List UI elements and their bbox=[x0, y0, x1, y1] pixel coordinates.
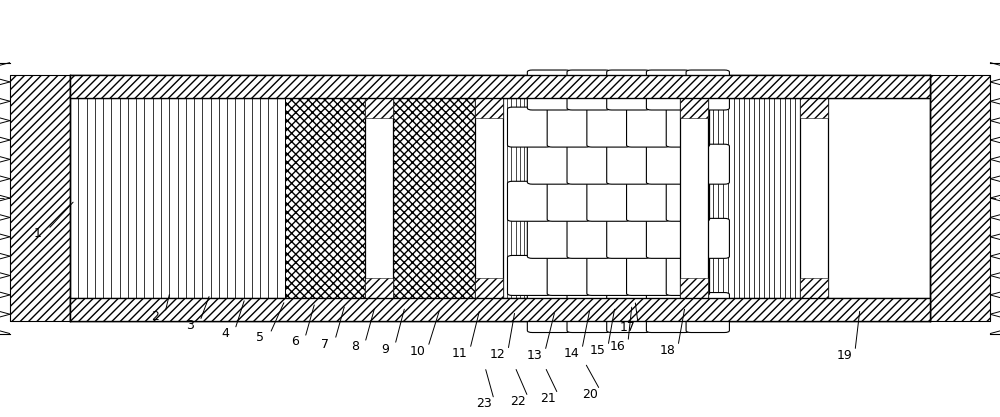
FancyBboxPatch shape bbox=[567, 144, 610, 184]
Text: 10: 10 bbox=[410, 344, 426, 358]
Bar bbox=[70, 298, 930, 321]
Text: 9: 9 bbox=[381, 342, 389, 356]
Bar bbox=[930, 75, 990, 321]
FancyBboxPatch shape bbox=[627, 256, 670, 295]
FancyBboxPatch shape bbox=[607, 219, 650, 259]
Bar bbox=[828, 98, 930, 298]
Bar bbox=[475, 278, 503, 298]
Bar bbox=[680, 98, 708, 118]
Text: 20: 20 bbox=[582, 387, 598, 401]
Text: 5: 5 bbox=[256, 331, 264, 344]
Bar bbox=[680, 98, 708, 298]
Bar bbox=[685, 82, 703, 98]
Bar bbox=[10, 75, 70, 321]
FancyBboxPatch shape bbox=[686, 144, 729, 184]
Text: 17: 17 bbox=[620, 321, 636, 334]
Text: 4: 4 bbox=[221, 327, 229, 340]
FancyBboxPatch shape bbox=[587, 107, 630, 147]
Bar bbox=[805, 82, 823, 98]
Bar bbox=[285, 98, 365, 298]
Text: 11: 11 bbox=[452, 347, 468, 360]
Bar bbox=[800, 98, 828, 298]
Text: 6: 6 bbox=[291, 335, 299, 349]
Bar bbox=[70, 75, 930, 98]
Bar bbox=[70, 75, 930, 98]
Bar bbox=[475, 98, 503, 118]
Text: 16: 16 bbox=[610, 339, 626, 353]
FancyBboxPatch shape bbox=[587, 181, 630, 221]
Bar bbox=[393, 98, 475, 298]
FancyBboxPatch shape bbox=[686, 293, 729, 332]
Bar bbox=[503, 98, 545, 298]
Bar bbox=[685, 298, 703, 314]
Text: 13: 13 bbox=[527, 349, 543, 362]
FancyBboxPatch shape bbox=[527, 293, 571, 332]
Bar bbox=[70, 98, 930, 298]
FancyBboxPatch shape bbox=[646, 144, 690, 184]
FancyBboxPatch shape bbox=[547, 181, 591, 221]
Text: 22: 22 bbox=[510, 394, 526, 408]
FancyBboxPatch shape bbox=[527, 70, 571, 110]
Bar bbox=[708, 98, 800, 298]
Bar bbox=[930, 75, 990, 321]
Text: 7: 7 bbox=[321, 337, 329, 351]
FancyBboxPatch shape bbox=[666, 181, 710, 221]
FancyBboxPatch shape bbox=[607, 293, 650, 332]
FancyBboxPatch shape bbox=[646, 293, 690, 332]
Text: 3: 3 bbox=[186, 319, 194, 332]
Bar bbox=[545, 98, 680, 298]
FancyBboxPatch shape bbox=[567, 70, 610, 110]
FancyBboxPatch shape bbox=[587, 256, 630, 295]
Text: 18: 18 bbox=[660, 344, 676, 357]
FancyBboxPatch shape bbox=[646, 219, 690, 259]
Text: 14: 14 bbox=[564, 347, 580, 360]
FancyBboxPatch shape bbox=[686, 70, 729, 110]
FancyBboxPatch shape bbox=[507, 256, 551, 295]
Bar bbox=[480, 298, 498, 314]
FancyBboxPatch shape bbox=[507, 107, 551, 147]
FancyBboxPatch shape bbox=[507, 181, 551, 221]
Bar bbox=[70, 98, 285, 298]
FancyBboxPatch shape bbox=[527, 219, 571, 259]
Bar bbox=[475, 98, 503, 298]
Bar bbox=[370, 82, 388, 98]
FancyBboxPatch shape bbox=[607, 144, 650, 184]
Bar bbox=[370, 298, 388, 314]
Bar bbox=[800, 98, 828, 118]
Bar bbox=[365, 278, 393, 298]
FancyBboxPatch shape bbox=[666, 256, 710, 295]
FancyBboxPatch shape bbox=[646, 70, 690, 110]
Text: 19: 19 bbox=[837, 349, 853, 362]
Bar bbox=[70, 98, 185, 298]
Text: 12: 12 bbox=[490, 348, 506, 361]
Bar bbox=[10, 75, 70, 321]
FancyBboxPatch shape bbox=[627, 107, 670, 147]
Text: 2: 2 bbox=[151, 310, 159, 324]
Bar bbox=[805, 298, 823, 314]
FancyBboxPatch shape bbox=[547, 107, 591, 147]
Bar bbox=[70, 298, 930, 321]
Text: 21: 21 bbox=[540, 392, 556, 405]
FancyBboxPatch shape bbox=[666, 107, 710, 147]
FancyBboxPatch shape bbox=[607, 70, 650, 110]
FancyBboxPatch shape bbox=[567, 219, 610, 259]
FancyBboxPatch shape bbox=[527, 144, 571, 184]
Text: 15: 15 bbox=[590, 344, 606, 357]
FancyBboxPatch shape bbox=[567, 293, 610, 332]
Text: 1: 1 bbox=[34, 227, 42, 240]
Bar bbox=[480, 82, 498, 98]
FancyBboxPatch shape bbox=[547, 256, 591, 295]
Bar bbox=[365, 98, 393, 118]
Bar bbox=[680, 278, 708, 298]
FancyBboxPatch shape bbox=[686, 219, 729, 259]
Text: 8: 8 bbox=[351, 340, 359, 354]
FancyBboxPatch shape bbox=[627, 181, 670, 221]
Bar bbox=[365, 98, 393, 298]
Bar bbox=[800, 278, 828, 298]
Text: 23: 23 bbox=[476, 397, 492, 410]
